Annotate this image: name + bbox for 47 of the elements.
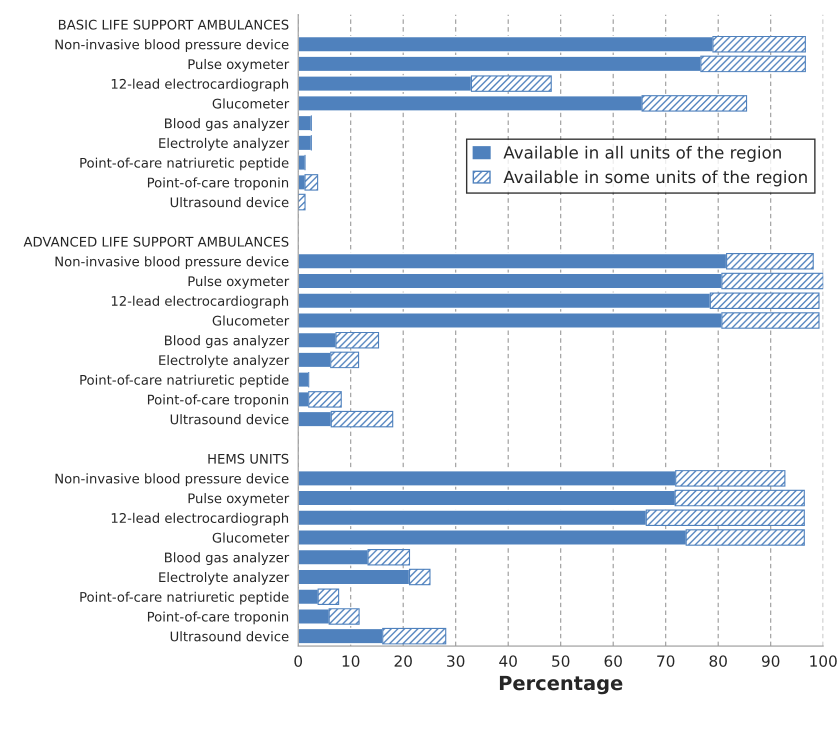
- y-tick-label: ADVANCED LIFE SUPPORT AMBULANCES: [24, 236, 288, 247]
- x-tick-label: 30: [447, 655, 464, 667]
- bar: [298, 134, 312, 152]
- x-tick-label: 80: [710, 655, 727, 667]
- x-axis-title: Percentage: [500, 676, 622, 694]
- y-tick-label: Point-of-care troponin: [148, 177, 288, 190]
- x-tick-label: 70: [657, 655, 674, 667]
- x-tick-label: 50: [552, 655, 570, 667]
- y-tick-label: Non-invasive blood pressure device: [56, 256, 288, 270]
- y-tick-label: Pulse oxymeter: [188, 58, 290, 72]
- x-tick-label: 20: [394, 655, 412, 667]
- y-tick-label: 12-lead electrocardiograph: [112, 78, 288, 92]
- y-tick-label: Point-of-care natriuretic peptide: [80, 374, 288, 388]
- y-tick-label: Electrolyte analyzer: [159, 138, 290, 151]
- legend-label: Available in all units of the region: [503, 146, 781, 162]
- y-tick-label: Glucometer: [212, 98, 290, 109]
- y-tick-label: Glucometer: [212, 315, 290, 326]
- y-tick-label: BASIC LIFE SUPPORT AMBULANCES: [58, 20, 288, 30]
- y-tick-label: Glucometer: [212, 532, 290, 543]
- x-tick-label: 60: [604, 655, 622, 667]
- bar: [298, 194, 306, 210]
- y-tick-label: Point-of-care troponin: [148, 611, 288, 624]
- y-tick-label: Point-of-care natriuretic peptide: [80, 592, 288, 604]
- y-tick-label: Ultrasound device: [170, 631, 288, 642]
- y-tick-label: Point-of-care natriuretic peptide: [80, 158, 288, 170]
- legend-label: Available in some units of the region: [503, 170, 807, 186]
- y-tick-label: Pulse oxymeter: [188, 276, 290, 289]
- y-tick-label: 12-lead electrocardiograph: [112, 296, 288, 308]
- y-tick-label: Point-of-care troponin: [148, 394, 288, 408]
- y-tick-label: Electrolyte analyzer: [159, 354, 290, 368]
- x-tick-label: 0: [294, 655, 302, 667]
- y-tick-label: Non-invasive blood pressure device: [56, 473, 288, 486]
- x-tick-label: 100: [810, 655, 837, 667]
- y-tick-label: Ultrasound device: [170, 197, 288, 208]
- x-tick-label: 40: [499, 655, 517, 667]
- y-tick-label: Ultrasound device: [170, 414, 288, 424]
- y-tick-label: Blood gas analyzer: [165, 552, 290, 566]
- x-tick-label: 90: [762, 655, 780, 667]
- y-tick-label: Blood gas analyzer: [165, 118, 290, 131]
- y-tick-label: Non-invasive blood pressure device: [56, 39, 288, 52]
- y-tick-label: Blood gas analyzer: [165, 335, 290, 348]
- y-tick-label: 12-lead electrocardiograph: [112, 512, 288, 526]
- x-tick-label: 10: [342, 655, 360, 667]
- y-tick-label: Pulse oxymeter: [188, 493, 290, 506]
- y-tick-label: Electrolyte analyzer: [159, 572, 290, 585]
- bar: [298, 114, 312, 132]
- y-tick-label: HEMS UNITS: [208, 454, 288, 464]
